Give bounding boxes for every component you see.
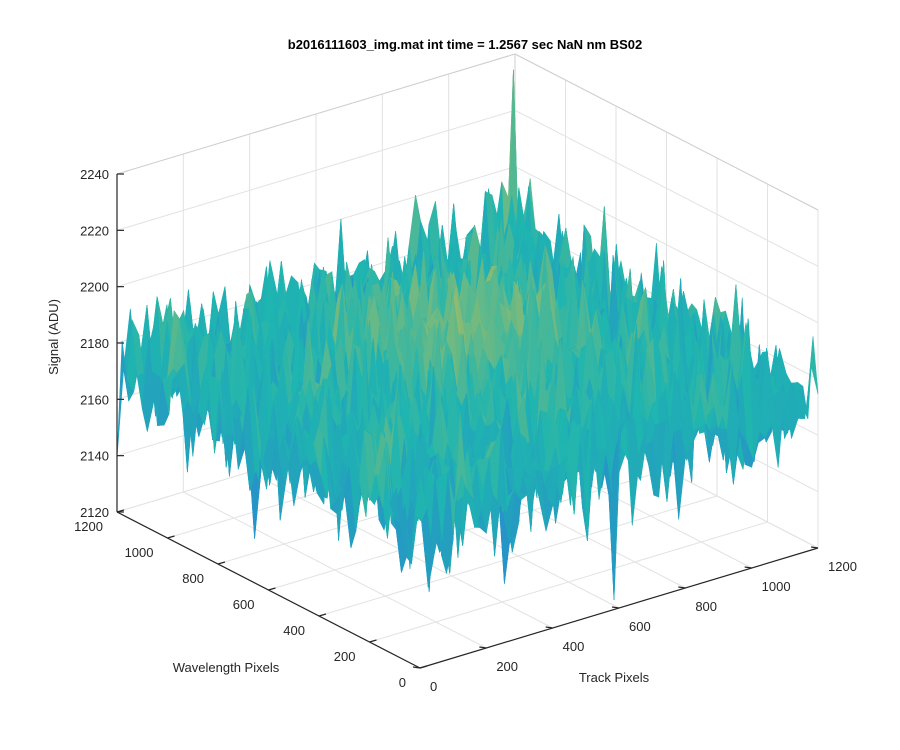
x-tick-label-6: 1200 <box>828 559 857 574</box>
x-tick-4 <box>678 586 686 589</box>
z-tick-label-2: 2160 <box>80 392 109 407</box>
x-tick-label-5: 1000 <box>762 579 791 594</box>
y-tick-label-1: 200 <box>334 649 356 664</box>
x-tick-1 <box>479 646 487 649</box>
chart-title: b2016111603_img.mat int time = 1.2567 se… <box>288 37 642 52</box>
y-tick-label-0: 0 <box>399 675 406 690</box>
x-tick-label-4: 800 <box>695 599 717 614</box>
y-tick-5 <box>167 535 175 539</box>
surface-cell <box>414 476 427 523</box>
y-tick-label-5: 1000 <box>125 545 154 560</box>
x-tick-2 <box>545 626 553 629</box>
grid-line-floor-y-1 <box>369 521 768 643</box>
axes-labels: b2016111603_img.mat int time = 1.2567 se… <box>46 37 857 694</box>
y-tick-6 <box>116 509 125 513</box>
y-axis-label: Wavelength Pixels <box>173 660 280 675</box>
z-tick-label-6: 2240 <box>80 167 109 182</box>
grid-line-back-z-4 <box>116 166 516 288</box>
z-tick-label-3: 2180 <box>80 336 109 351</box>
y-tick-0 <box>419 665 428 669</box>
grid-line-back-z-5 <box>116 109 516 231</box>
x-tick-label-3: 600 <box>629 619 651 634</box>
axes-frame <box>116 173 819 669</box>
x-tick-label-1: 200 <box>496 659 518 674</box>
x-tick-6 <box>810 546 819 549</box>
y-tick-2 <box>318 613 327 617</box>
z-tick-label-0: 2120 <box>80 505 109 520</box>
y-tick-4 <box>217 561 226 565</box>
z-tick-label-5: 2220 <box>80 223 109 238</box>
y-tick-1 <box>369 639 377 643</box>
x-tick-3 <box>611 606 620 609</box>
box-edge-top-back <box>116 53 516 175</box>
grid-line-floor-y-2 <box>318 495 718 617</box>
x-tick-label-0: 0 <box>430 679 437 694</box>
x-tick-0 <box>412 666 421 669</box>
x-axis-label: Track Pixels <box>579 670 650 685</box>
signal-surface <box>116 69 819 600</box>
z-axis-label: Signal (ADU) <box>46 299 61 375</box>
y-tick-label-2: 400 <box>283 623 305 638</box>
y-tick-3 <box>268 587 276 591</box>
y-tick-label-3: 600 <box>233 597 255 612</box>
grid-line-side-z-4 <box>514 166 819 324</box>
grid-line-side-z-5 <box>514 109 819 267</box>
x-tick-5 <box>744 566 752 569</box>
z-tick-label-4: 2200 <box>80 280 109 295</box>
y-tick-label-6: 1200 <box>74 519 103 534</box>
x-tick-label-2: 400 <box>563 639 585 654</box>
z-tick-label-1: 2140 <box>80 449 109 464</box>
y-tick-label-4: 800 <box>182 571 204 586</box>
box-edge-top-side <box>514 53 819 211</box>
